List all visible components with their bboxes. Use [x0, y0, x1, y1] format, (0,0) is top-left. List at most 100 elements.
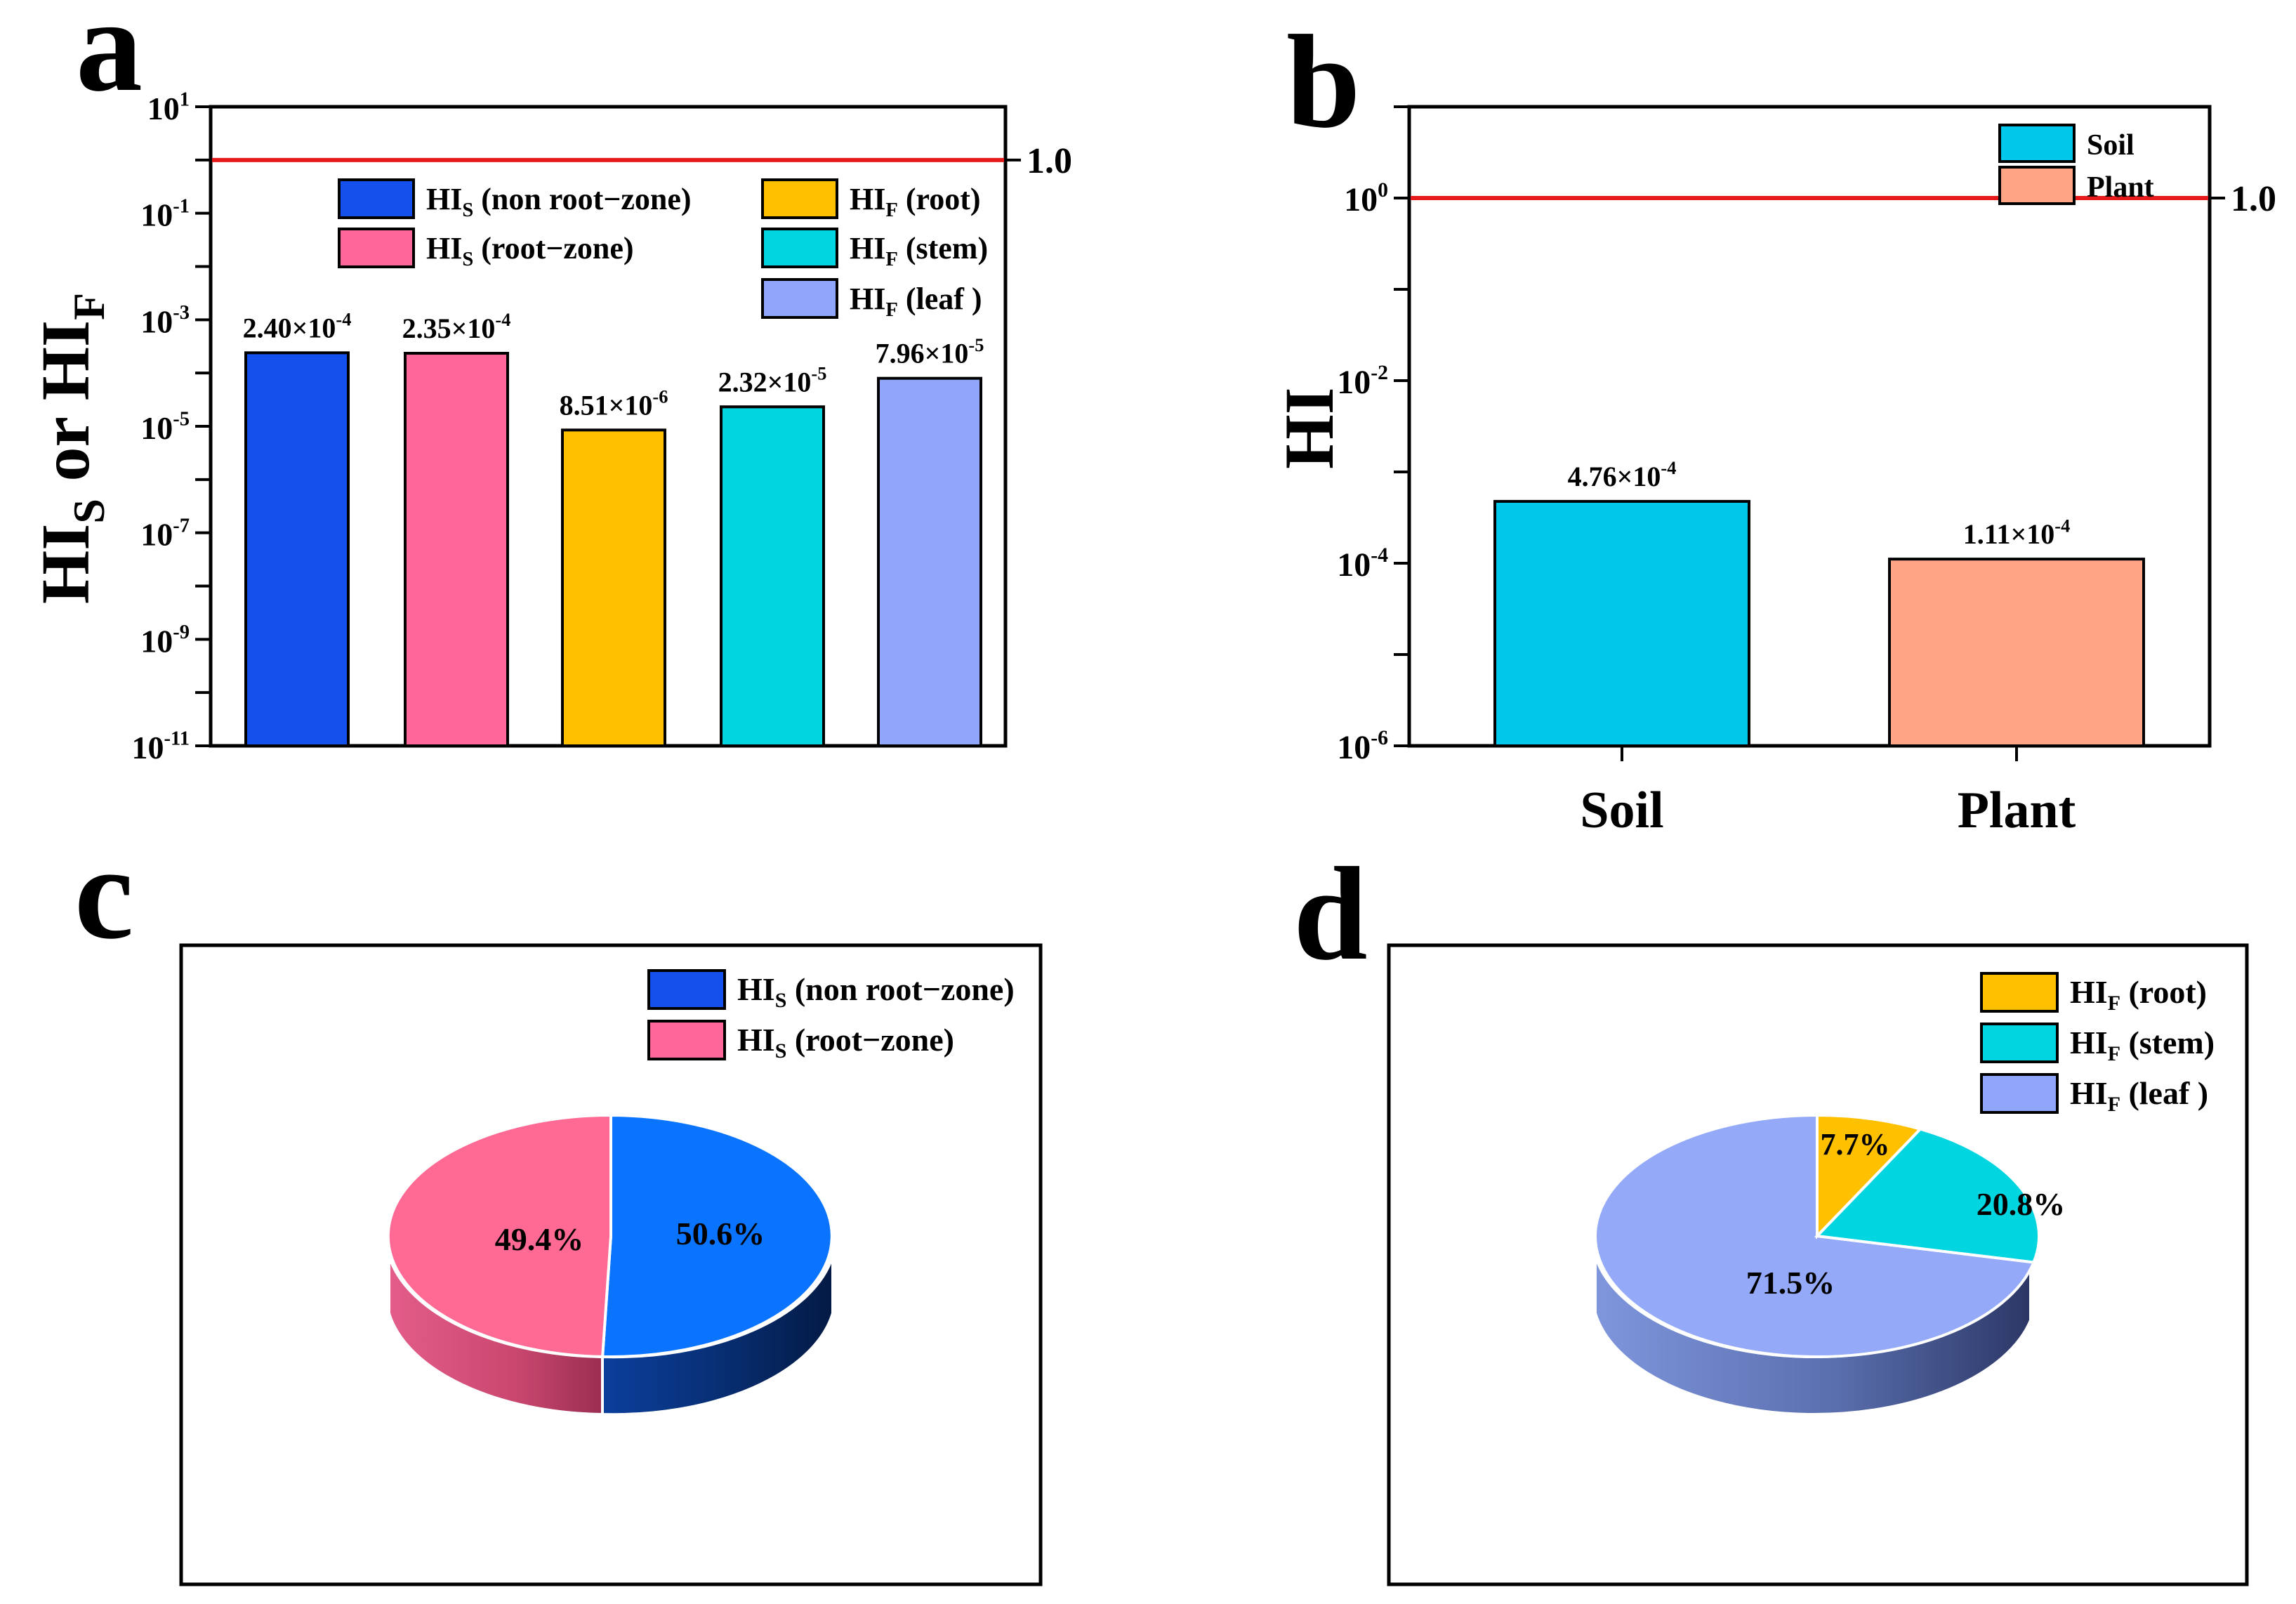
- bar-value-label: 2.40×10-4: [243, 309, 352, 344]
- y-tick-base: 10: [1344, 181, 1378, 218]
- bar-0: [244, 351, 350, 747]
- bar-label-exponent: -4: [495, 309, 510, 330]
- legend-text: (leaf ): [898, 282, 982, 316]
- pie-c-label-root: 49.4%: [495, 1221, 584, 1257]
- y-tick-label: 10-1: [140, 195, 190, 232]
- legend-hi: HI: [426, 231, 462, 265]
- legend-label: HIS (non root−zone): [426, 182, 692, 221]
- bar-value-label: 8.51×10-6: [560, 386, 668, 421]
- bar-label-mantissa: 2.40×10: [243, 312, 336, 343]
- y-tick-label: 10-3: [140, 302, 190, 339]
- bar-value-label: 7.96×10-5: [876, 334, 984, 369]
- legend-hi: HI: [426, 182, 462, 216]
- y-tick-base: 10: [1337, 546, 1371, 584]
- legend-text: (stem): [2120, 1025, 2215, 1060]
- pie-c-slice-nonroot: [600, 1113, 833, 1358]
- legend-hi: HI: [2070, 974, 2108, 1010]
- bar-label-exponent: -4: [2054, 515, 2070, 536]
- y-tick-base: 10: [140, 410, 173, 446]
- legend-text: (leaf ): [2120, 1075, 2208, 1111]
- panel-a-letter: a: [76, 0, 143, 119]
- legend-hi: HI: [2070, 1075, 2108, 1111]
- ylabel-sub-s: S: [64, 499, 114, 524]
- y-tick-base: 10: [147, 91, 180, 126]
- legend-label: HIS (root−zone): [737, 1022, 954, 1063]
- legend-subscript: F: [885, 299, 897, 321]
- ylabel-or: or: [28, 400, 104, 499]
- legend-text: (root): [2120, 974, 2207, 1010]
- legend-swatch: [761, 228, 838, 268]
- bar-value-label: 2.32×10-5: [718, 362, 827, 397]
- legend-swatch: [1980, 972, 2059, 1013]
- bar-3: [720, 405, 825, 747]
- legend-text: (stem): [898, 231, 988, 265]
- legend-hi: HI: [850, 182, 885, 216]
- panel-d: d HIF (root)HIF (stem)HIF (leaf ) 7.7% 2…: [1293, 841, 2249, 1586]
- ylabel-hi-2: HI: [28, 320, 104, 400]
- legend-label: HIF (root): [2070, 974, 2207, 1015]
- y-tick-exponent: 1: [180, 89, 190, 111]
- bar-value-label: 4.76×10-4: [1568, 457, 1677, 492]
- bar-4: [877, 376, 982, 747]
- y-tick-base: 10: [140, 303, 173, 339]
- legend-swatch: [761, 178, 838, 219]
- x-tick-label: Plant: [1958, 782, 2076, 839]
- legend-swatch: [1998, 124, 2076, 163]
- y-tick-label: 101: [147, 89, 190, 126]
- legend-swatch: [647, 1020, 726, 1060]
- y-tick-base: 10: [140, 623, 173, 659]
- panel-d-pie: 7.7% 20.8% 71.5%: [1594, 1113, 2066, 1416]
- y-tick-label: 10-6: [1337, 726, 1388, 766]
- panel-c: c HIS (non root−zone)HIS (root−zone) 50.…: [74, 820, 1043, 1586]
- legend-subscript: S: [775, 989, 787, 1012]
- legend-label: HIF (leaf ): [2070, 1075, 2208, 1116]
- legend-label: HIF (root): [850, 182, 981, 221]
- legend-swatch: [1998, 166, 2076, 205]
- panel-d-frame: [1387, 943, 2249, 1586]
- legend-hi: HI: [737, 971, 775, 1007]
- bar-label-exponent: -5: [811, 362, 826, 383]
- panel-c-frame: [179, 943, 1043, 1586]
- y-tick-exponent: -7: [173, 515, 190, 537]
- legend-text: (non root−zone): [473, 182, 691, 216]
- legend-swatch: [761, 278, 838, 319]
- y-tick-label: 10-9: [140, 622, 190, 659]
- x-tick-label: Soil: [1580, 782, 1663, 839]
- y-tick-label: 10-2: [1337, 361, 1388, 401]
- pie-d-slice-root: [1816, 1113, 1923, 1240]
- legend-swatch: [1980, 1073, 2059, 1114]
- legend-label: Plant: [2087, 171, 2154, 204]
- y-tick-exponent: 0: [1378, 178, 1388, 202]
- panel-a-reference-label: 1.0: [1027, 141, 1072, 181]
- pie-d-label-root: 7.7%: [1821, 1127, 1890, 1162]
- bar-label-mantissa: 8.51×10: [560, 389, 653, 421]
- legend-subscript: S: [462, 199, 473, 221]
- bar-1: [1888, 558, 2145, 748]
- panel-b-legend: Soil Plant: [1998, 124, 2154, 205]
- pie-c-label-nonroot: 50.6%: [676, 1216, 765, 1251]
- bar-label-exponent: -6: [652, 386, 668, 407]
- legend-label: HIF (leaf ): [850, 282, 982, 321]
- y-tick-exponent: -11: [164, 728, 190, 750]
- legend-hi: HI: [737, 1022, 775, 1058]
- legend-subscript: F: [885, 199, 897, 221]
- y-tick-base: 10: [1337, 364, 1371, 401]
- y-tick-label: 10-4: [1337, 544, 1388, 584]
- panel-b-frame: [1407, 105, 2212, 748]
- legend-subscript: F: [2108, 1093, 2120, 1116]
- y-tick-label: 100: [1344, 178, 1388, 218]
- pie-d-label-stem: 20.8%: [1977, 1186, 2066, 1222]
- panel-a-bars: 2.40×10-4 2.35×10-48.51×10-6 2.32×10-57.96…: [243, 309, 984, 747]
- ylabel-hi-1: HI: [28, 524, 104, 604]
- panel-c-legend: HIS (non root−zone)HIS (root−zone): [647, 969, 1015, 1063]
- panel-c-pie: 50.6% 49.4%: [386, 1113, 834, 1416]
- panel-b-y-axis-title: HI: [1270, 387, 1348, 469]
- legend-text: (root−zone): [473, 231, 633, 265]
- bar-label-exponent: -4: [336, 309, 351, 330]
- y-tick-exponent: -9: [173, 622, 190, 643]
- bar-label-mantissa: 2.35×10: [402, 313, 496, 344]
- pie-d-label-leaf: 71.5%: [1746, 1265, 1835, 1301]
